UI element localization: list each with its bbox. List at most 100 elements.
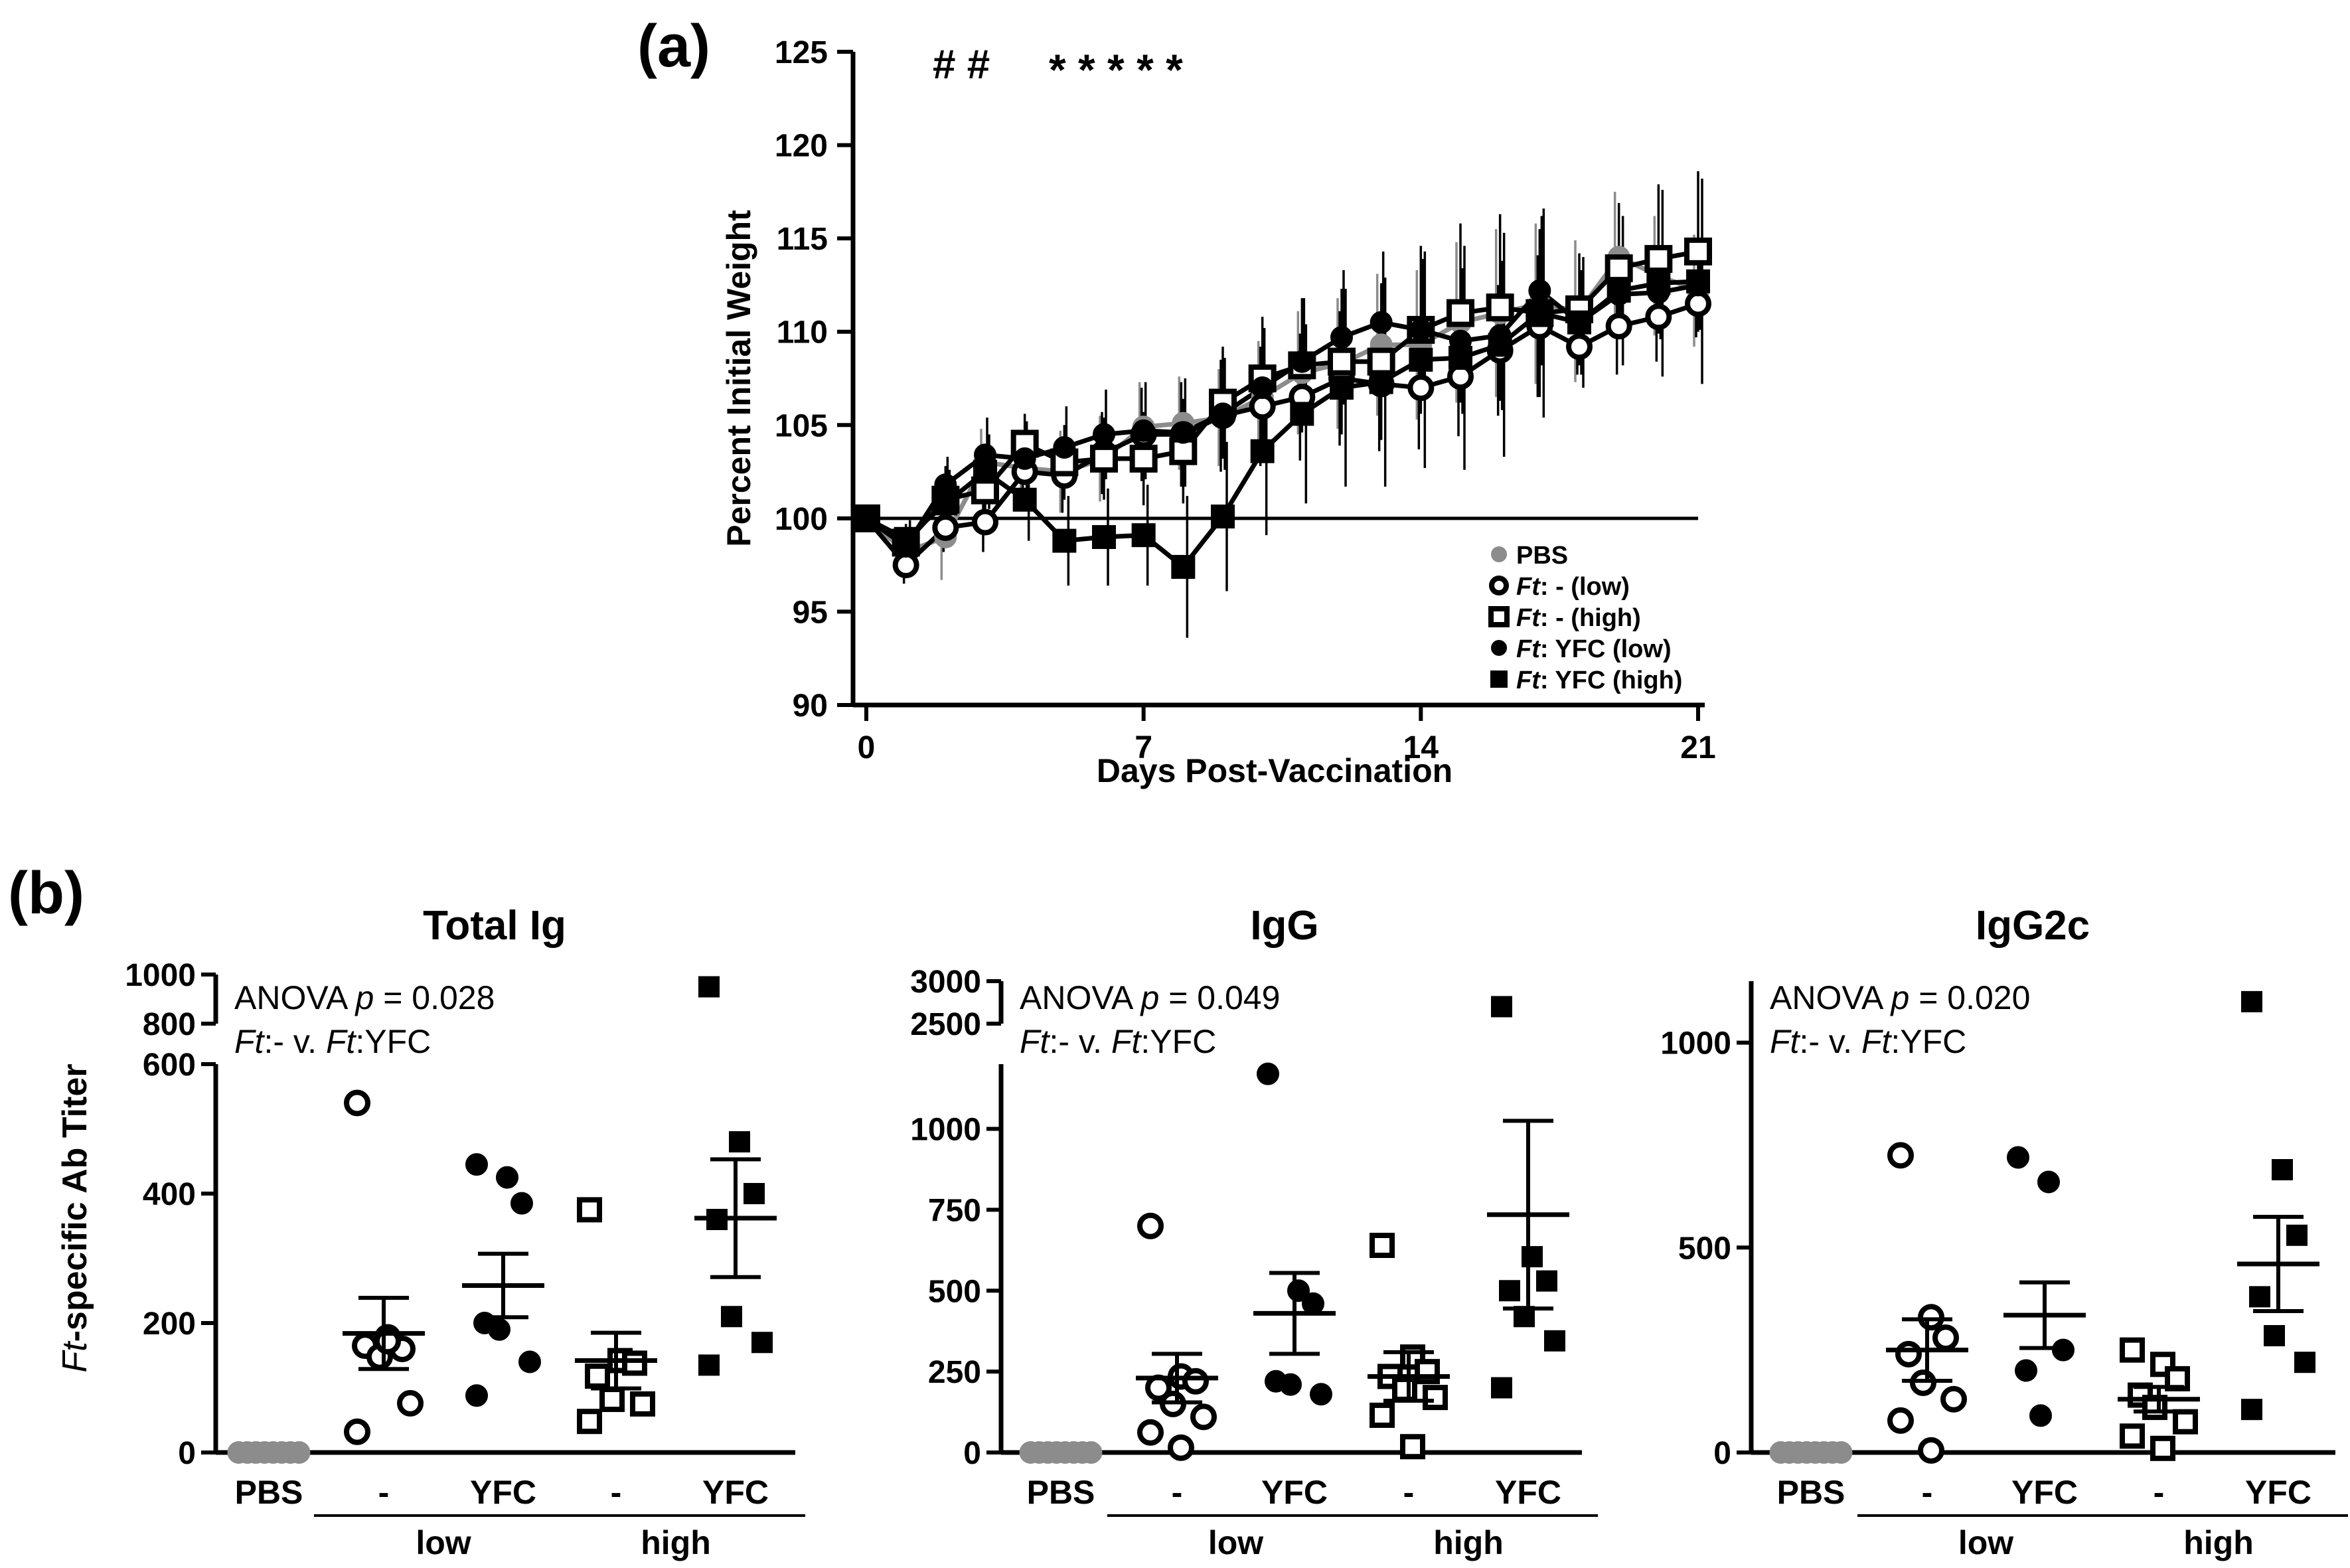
anova-annotation: ANOVA p = 0.028 <box>234 979 495 1016</box>
group-label: high <box>1433 1524 1504 1561</box>
category-label: PBS <box>1027 1474 1095 1511</box>
y-tick-label: 600 <box>143 1048 196 1083</box>
data-point <box>1092 524 1116 549</box>
data-point <box>577 1197 602 1223</box>
data-point <box>2241 990 2262 1012</box>
x-tick-label: 0 <box>858 730 876 765</box>
data-point <box>1409 318 1433 341</box>
y-tick-label: 750 <box>928 1193 981 1228</box>
data-point <box>1449 346 1472 370</box>
legend-label: PBS <box>1516 542 1568 570</box>
y-tick-label: 0 <box>1713 1436 1731 1471</box>
legend-marker <box>1491 546 1507 562</box>
legend-label: Ft: YFC (low) <box>1516 635 1672 663</box>
data-point <box>1330 326 1353 349</box>
y-tick-label: 0 <box>178 1436 196 1471</box>
data-point <box>2150 1435 2175 1461</box>
data-point <box>1250 439 1275 463</box>
data-point <box>1491 1377 1512 1399</box>
data-point <box>698 976 720 998</box>
category-label: YFC <box>2011 1474 2078 1511</box>
data-point <box>1536 1270 1557 1292</box>
data-point <box>1328 347 1356 376</box>
anova-annotation: ANOVA p = 0.049 <box>1020 979 1280 1016</box>
data-point <box>2294 1352 2315 1373</box>
data-point <box>1171 554 1196 579</box>
data-point <box>854 506 878 530</box>
data-point <box>1310 1383 1332 1406</box>
y-tick-label: 500 <box>1678 1231 1731 1266</box>
data-point <box>1251 376 1274 400</box>
y-tick-label: 1000 <box>910 1113 981 1148</box>
panel-b-y-label: Ft-specific Ab Titer <box>56 1063 94 1372</box>
category-label: YFC <box>1261 1474 1328 1511</box>
category-label: PBS <box>1777 1474 1845 1511</box>
data-point <box>465 1153 488 1176</box>
chart-title: Total Ig <box>423 903 566 949</box>
data-point <box>1129 444 1158 473</box>
y-tick-label: 115 <box>777 222 828 257</box>
igg-chart: 0 250 500 750 1000 2500 3000 IgG ANOVA p = 0.049… <box>910 903 1598 1561</box>
data-point <box>1646 271 1671 295</box>
data-point <box>973 459 997 484</box>
data-point <box>488 1318 510 1341</box>
data-point <box>1918 1304 1944 1331</box>
data-point <box>972 509 998 536</box>
data-point <box>1279 1373 1302 1396</box>
legend-marker <box>1488 606 1510 627</box>
legend-marker <box>1489 576 1509 595</box>
y-tick-label: 400 <box>143 1177 196 1212</box>
data-point <box>894 526 918 551</box>
y-tick-label: 2500 <box>910 1007 981 1042</box>
data-point <box>1052 528 1077 553</box>
data-point <box>1605 313 1632 340</box>
data-point <box>1257 1062 1279 1085</box>
data-point <box>518 1350 541 1373</box>
legend-marker <box>1490 670 1508 688</box>
sig-star-marks: * * * * * <box>1049 45 1183 94</box>
data-point <box>1212 402 1234 426</box>
y-tick-label: 105 <box>775 408 828 443</box>
data-point <box>1090 444 1118 473</box>
comparison-annotation: Ft:- v. Ft:YFC <box>1020 1023 1216 1060</box>
y-tick-label: 90 <box>793 688 828 724</box>
data-point <box>1488 333 1512 357</box>
category-label: - <box>611 1474 622 1511</box>
panel-b-label: (b) <box>8 860 84 927</box>
data-point <box>287 1441 311 1464</box>
data-point <box>1182 1368 1209 1395</box>
category-label: - <box>1922 1474 1933 1511</box>
data-point <box>2015 1359 2037 1382</box>
data-point <box>1918 1437 1944 1464</box>
series-line <box>864 282 1699 549</box>
data-point <box>1172 421 1195 444</box>
data-point <box>2007 1146 2029 1169</box>
data-point <box>1211 505 1235 529</box>
y-tick-label: 500 <box>928 1274 981 1309</box>
y-tick-label: 120 <box>775 129 828 164</box>
data-point <box>1330 376 1354 400</box>
data-point <box>1528 301 1552 325</box>
data-point <box>729 1131 750 1152</box>
data-point <box>1168 1434 1194 1461</box>
data-point <box>630 1391 655 1417</box>
series-line <box>865 279 1699 570</box>
data-point <box>1887 1407 1914 1434</box>
data-point <box>1910 1370 1936 1397</box>
legend-label: Ft: - (high) <box>1516 604 1641 632</box>
data-point <box>1291 350 1314 373</box>
data-point <box>2052 1338 2075 1362</box>
legend-marker <box>1491 640 1507 656</box>
data-point <box>1830 1441 1853 1464</box>
data-point <box>599 1387 625 1413</box>
weight-chart: 90 95 100 105 110 115 120 125 0 7 14 21 <box>775 35 1716 765</box>
data-point <box>744 1183 765 1204</box>
data-point <box>1491 996 1512 1018</box>
data-point <box>577 1409 602 1435</box>
data-point <box>1400 1434 1425 1460</box>
data-point <box>1544 1330 1565 1352</box>
data-point <box>1290 402 1314 426</box>
data-point <box>1132 419 1155 442</box>
y-tick-label: 1000 <box>1660 1026 1731 1061</box>
igg2c-chart: 0 500 1000 IgG2c ANOVA p = 0.020 Ft:- v. Ft:Y… <box>1660 903 2348 1561</box>
